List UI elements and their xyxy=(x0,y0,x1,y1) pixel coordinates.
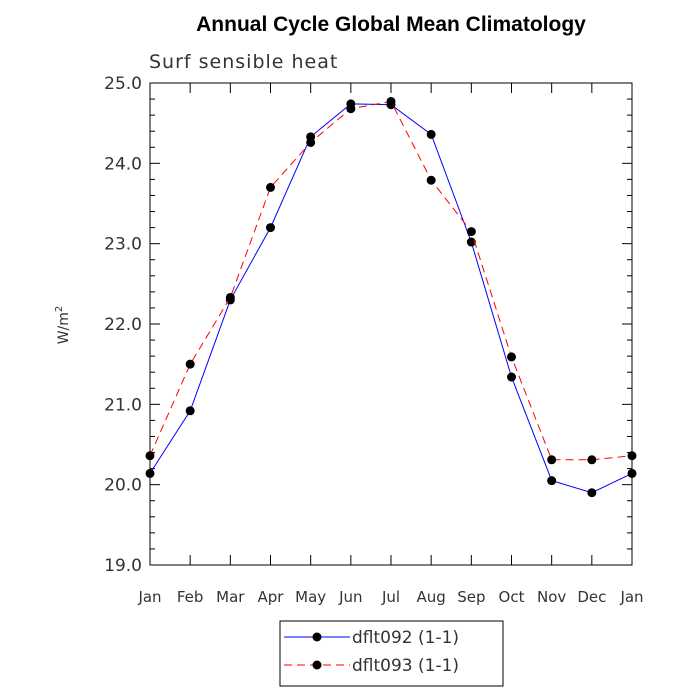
data-point-dflt092 xyxy=(266,223,275,233)
data-point-dflt092 xyxy=(547,476,557,486)
data-point-dflt092 xyxy=(587,488,597,498)
y-tick-label: 22.0 xyxy=(104,315,142,335)
data-point-dflt093 xyxy=(346,104,356,114)
data-point-dflt092 xyxy=(507,372,516,382)
y-axis-label: W/m2 xyxy=(54,306,72,345)
y-tick-label: 24.0 xyxy=(104,154,142,174)
legend-label-dflt092: dflt092 (1-1) xyxy=(352,628,459,648)
legend-marker-dflt093 xyxy=(312,660,322,670)
data-point-dflt092 xyxy=(145,468,155,478)
legend-box xyxy=(279,620,504,687)
data-point-dflt093 xyxy=(426,175,436,185)
series-layer xyxy=(145,96,637,498)
x-tick-labels: Jan Feb Mar Apr May Jun Jul Aug Sep Oct Nov Dec Jan xyxy=(137,588,643,606)
chart-subtitle: Surf sensible heat xyxy=(149,51,338,73)
y-tick-label: 20.0 xyxy=(104,476,142,496)
y-tick-label: 19.0 xyxy=(104,556,142,576)
data-point-dflt092 xyxy=(627,468,637,478)
x-tick-label: Feb xyxy=(177,588,204,606)
data-point-dflt093 xyxy=(466,227,476,237)
data-point-dflt093 xyxy=(507,352,516,362)
x-tick-label: Oct xyxy=(499,588,525,606)
x-tick-label: May xyxy=(295,588,326,606)
data-point-dflt093 xyxy=(225,292,235,302)
data-point-dflt093 xyxy=(145,451,155,461)
data-point-dflt092 xyxy=(185,406,195,416)
y-tick-label: 25.0 xyxy=(104,74,142,94)
data-point-dflt093 xyxy=(266,182,275,192)
chart-title: Annual Cycle Global Mean Climatology xyxy=(196,13,586,36)
x-tick-label: Jun xyxy=(338,588,362,606)
x-tick-label: Jan xyxy=(137,588,161,606)
series-line-dflt093 xyxy=(149,100,633,461)
legend-marker-dflt092 xyxy=(312,632,322,642)
axis-ticks xyxy=(149,82,633,566)
data-point-dflt093 xyxy=(547,455,557,465)
x-tick-label: Mar xyxy=(216,588,245,606)
x-tick-label: Jan xyxy=(619,588,643,606)
data-point-dflt093 xyxy=(587,455,597,465)
legend-label-dflt093: dflt093 (1-1) xyxy=(352,656,459,676)
data-point-dflt092 xyxy=(426,129,436,139)
data-point-dflt093 xyxy=(627,451,637,461)
data-point-dflt093 xyxy=(306,137,316,147)
x-tick-label: Aug xyxy=(417,588,446,606)
plot-frame xyxy=(149,82,633,566)
x-tick-label: Nov xyxy=(537,588,566,606)
data-point-dflt093 xyxy=(185,359,195,369)
y-tick-label: 23.0 xyxy=(104,235,142,255)
y-tick-labels: 19.0 20.0 21.0 22.0 23.0 24.0 25.0 xyxy=(104,74,142,576)
data-point-dflt093 xyxy=(386,96,396,106)
series-line-dflt092 xyxy=(149,103,633,494)
legend: dflt092 (1-1) dflt093 (1-1) xyxy=(279,620,504,687)
x-tick-label: Jul xyxy=(381,588,400,606)
x-tick-label: Sep xyxy=(457,588,485,606)
x-tick-label: Apr xyxy=(258,588,285,606)
data-point-dflt092 xyxy=(466,237,476,247)
x-tick-label: Dec xyxy=(577,588,606,606)
y-tick-label: 21.0 xyxy=(104,395,142,415)
